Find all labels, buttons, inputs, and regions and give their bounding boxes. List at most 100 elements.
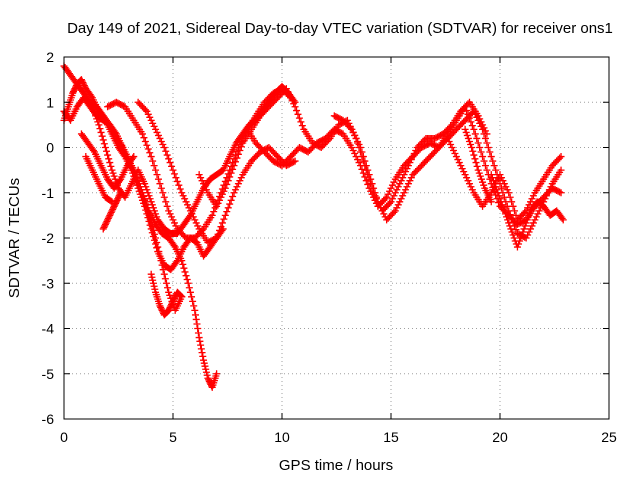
data-point-marker xyxy=(467,118,475,126)
data-point-marker xyxy=(101,220,109,228)
data-point-marker xyxy=(147,198,155,206)
data-point-marker xyxy=(175,181,183,189)
data-point-marker xyxy=(499,204,507,212)
data-point-marker xyxy=(147,153,155,161)
data-point-marker xyxy=(147,116,155,124)
data-point-marker xyxy=(152,210,160,218)
data-point-marker xyxy=(210,208,218,216)
data-point-marker xyxy=(69,89,77,97)
data-point-marker xyxy=(393,186,401,194)
data-point-marker xyxy=(510,234,518,242)
data-point-marker xyxy=(176,291,184,299)
data-point-marker xyxy=(492,166,500,174)
data-point-marker xyxy=(165,288,173,296)
data-point-marker xyxy=(377,204,385,212)
data-point-marker xyxy=(220,215,228,223)
data-point-marker xyxy=(160,144,168,151)
data-point-marker xyxy=(397,195,405,203)
data-point-marker xyxy=(525,210,533,218)
data-point-marker xyxy=(477,122,485,130)
data-point-marker xyxy=(149,226,157,234)
data-point-marker xyxy=(487,198,495,206)
data-point-marker xyxy=(152,166,160,174)
data-point-marker xyxy=(80,82,88,90)
data-point-marker xyxy=(362,177,370,185)
data-point-marker xyxy=(226,200,234,208)
data-point-marker xyxy=(471,110,479,118)
data-point-marker xyxy=(165,306,173,314)
data-point-marker xyxy=(227,169,235,177)
data-point-marker xyxy=(474,166,482,174)
data-point-marker xyxy=(383,193,391,201)
data-point-marker xyxy=(391,207,399,215)
data-point-marker xyxy=(470,151,478,159)
data-point-marker xyxy=(399,174,407,182)
data-point-marker xyxy=(170,294,178,302)
data-point-marker xyxy=(291,157,299,165)
data-point-marker xyxy=(455,159,463,167)
data-point-marker xyxy=(480,181,488,189)
data-point-marker xyxy=(181,268,189,276)
data-point-marker xyxy=(107,208,115,216)
data-point-marker xyxy=(197,341,205,349)
data-point-marker xyxy=(371,189,379,197)
data-point-marker xyxy=(163,151,171,159)
data-point-marker xyxy=(112,199,120,207)
data-point-marker xyxy=(188,210,196,218)
data-point-marker xyxy=(231,186,239,194)
data-point-marker xyxy=(149,276,157,284)
data-point-marker xyxy=(506,193,514,201)
data-point-marker xyxy=(375,201,383,209)
data-point-marker xyxy=(230,162,238,170)
data-point-marker xyxy=(358,148,366,156)
data-point-marker xyxy=(160,270,168,278)
data-point-marker xyxy=(396,198,404,206)
data-point-marker xyxy=(469,147,477,155)
data-point-marker xyxy=(146,215,154,223)
y-tick-label: -5 xyxy=(42,366,55,382)
data-point-marker xyxy=(115,192,123,200)
data-point-marker xyxy=(391,189,399,197)
data-point-marker xyxy=(154,243,162,251)
data-point-marker xyxy=(390,192,398,200)
data-point-marker xyxy=(192,311,200,319)
data-point-marker xyxy=(144,110,152,118)
data-point-marker xyxy=(149,279,157,287)
data-point-marker xyxy=(166,303,174,311)
data-point-marker xyxy=(521,208,529,216)
data-point-marker xyxy=(452,153,460,161)
series-sat-n xyxy=(147,270,186,319)
y-axis-label: SDTVAR / TECUs xyxy=(6,178,23,298)
data-point-marker xyxy=(518,231,526,239)
series-sat-o xyxy=(487,171,567,251)
data-point-marker xyxy=(106,211,114,219)
data-point-marker xyxy=(404,180,412,188)
data-point-marker xyxy=(475,169,483,177)
data-point-marker xyxy=(109,205,117,213)
data-point-marker xyxy=(406,177,414,185)
data-point-marker xyxy=(351,131,359,139)
data-point-marker xyxy=(348,144,356,151)
data-point-marker xyxy=(468,186,476,194)
data-point-marker xyxy=(528,222,536,230)
data-point-marker xyxy=(153,128,161,136)
data-point-marker xyxy=(230,189,238,197)
data-point-marker xyxy=(116,177,124,185)
data-point-marker xyxy=(496,171,504,179)
data-point-marker xyxy=(474,139,482,147)
data-point-marker xyxy=(102,219,110,227)
data-point-marker xyxy=(168,299,176,307)
data-point-marker xyxy=(227,196,235,204)
data-point-marker xyxy=(159,266,167,274)
data-point-marker xyxy=(505,219,513,227)
data-point-marker xyxy=(449,147,457,155)
data-point-marker xyxy=(178,189,186,197)
data-point-marker xyxy=(374,198,382,206)
data-point-marker xyxy=(170,242,178,250)
data-point-marker xyxy=(103,147,111,155)
data-point-marker xyxy=(196,337,204,345)
y-tick-label: -3 xyxy=(42,275,55,291)
data-point-marker xyxy=(287,94,295,102)
data-point-marker xyxy=(224,204,232,212)
series-sat-g xyxy=(195,85,491,215)
